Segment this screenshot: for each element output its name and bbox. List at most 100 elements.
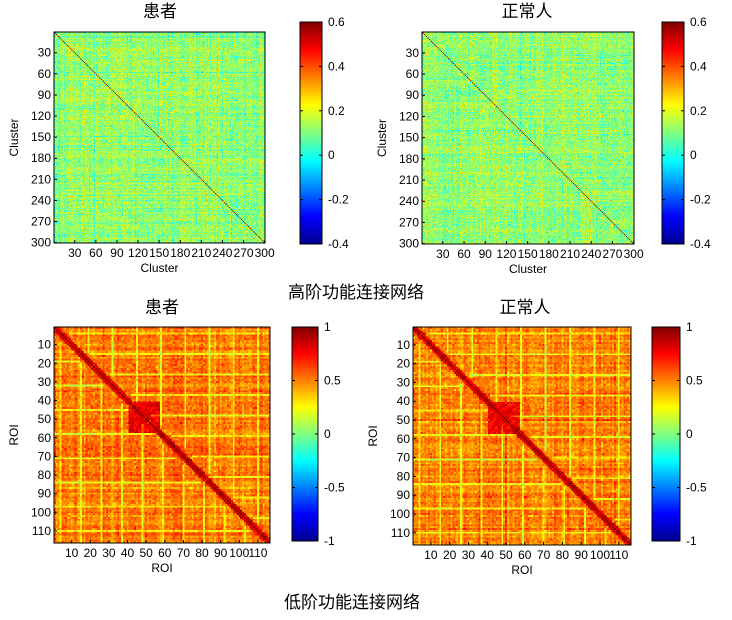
x-tick-label: 80 bbox=[556, 548, 570, 562]
colorbar-tick-label: -0.4 bbox=[328, 237, 349, 251]
section-caption-high-order: 高阶功能连接网络 bbox=[288, 283, 424, 303]
y-tick-label: 210 bbox=[399, 173, 419, 187]
x-tick-label: 60 bbox=[518, 548, 532, 562]
x-tick-label: 100 bbox=[229, 546, 249, 560]
colorbar-tick-label: 0.4 bbox=[690, 59, 707, 73]
x-tick-label: 270 bbox=[602, 247, 622, 261]
y-tick-label: 210 bbox=[31, 172, 51, 186]
x-tick-label: 30 bbox=[68, 246, 82, 260]
colorbar-tick-label: -1 bbox=[324, 534, 335, 548]
x-tick-label: 50 bbox=[139, 546, 153, 560]
x-tick-label: 110 bbox=[609, 548, 628, 562]
colorbar-tick-label: 1 bbox=[686, 320, 693, 334]
heatmap-cells bbox=[54, 32, 265, 243]
x-tick-label: 90 bbox=[575, 548, 589, 562]
y-tick-label: 90 bbox=[397, 488, 411, 502]
plot-frame bbox=[412, 326, 632, 546]
x-tick-label: 70 bbox=[537, 548, 551, 562]
x-tick-label: 20 bbox=[84, 546, 98, 560]
colorbar-tick-label: 0 bbox=[686, 427, 693, 441]
x-tick-label: 210 bbox=[191, 246, 211, 260]
x-tick-label: 30 bbox=[436, 247, 450, 261]
colorbar-tick-label: 0 bbox=[328, 148, 335, 162]
colorbar-tick-label: -0.4 bbox=[690, 237, 711, 251]
colorbar-tick-label: 0.6 bbox=[328, 15, 345, 29]
y-tick-label: 80 bbox=[397, 469, 411, 483]
colorbar-tick-label: -0.2 bbox=[690, 193, 711, 207]
y-tick-label: 100 bbox=[390, 507, 410, 521]
x-tick-label: 30 bbox=[102, 546, 116, 560]
y-tick-label: 270 bbox=[399, 215, 419, 229]
chart-title: 患者 bbox=[145, 298, 179, 318]
y-tick-label: 30 bbox=[397, 375, 411, 389]
x-tick-label: 180 bbox=[170, 246, 190, 260]
x-tick-label: 20 bbox=[443, 548, 457, 562]
heatmap-cells bbox=[54, 327, 270, 543]
x-tick-label: 90 bbox=[214, 546, 228, 560]
y-tick-label: 180 bbox=[31, 151, 51, 165]
y-tick-label: 50 bbox=[38, 412, 52, 426]
y-tick-label: 110 bbox=[32, 524, 51, 538]
x-tick-label: 150 bbox=[149, 246, 169, 260]
y-tick-label: 120 bbox=[399, 109, 419, 123]
y-tick-label: 40 bbox=[397, 394, 411, 408]
colorbar-tick-label: 0.5 bbox=[686, 374, 703, 388]
colorbar-tick-label: -0.5 bbox=[324, 481, 345, 495]
chart-title: 正常人 bbox=[502, 2, 553, 22]
x-tick-label: 10 bbox=[65, 546, 79, 560]
y-tick-label: 150 bbox=[31, 130, 51, 144]
y-tick-label: 60 bbox=[406, 67, 420, 81]
x-tick-label: 60 bbox=[89, 246, 103, 260]
y-tick-label: 50 bbox=[397, 413, 411, 427]
heatmap-cells bbox=[413, 327, 631, 545]
y-tick-label: 40 bbox=[38, 394, 52, 408]
y-tick-label: 20 bbox=[397, 357, 411, 371]
x-tick-label: 240 bbox=[212, 246, 232, 260]
y-tick-label: 10 bbox=[397, 338, 411, 352]
y-tick-label: 30 bbox=[38, 375, 52, 389]
colorbar-tick-label: 0.6 bbox=[690, 15, 707, 29]
colorbar bbox=[651, 326, 681, 542]
colorbar-tick-label: -0.5 bbox=[686, 481, 707, 495]
x-tick-label: 90 bbox=[110, 246, 124, 260]
y-tick-label: 60 bbox=[38, 67, 52, 81]
x-tick-label: 120 bbox=[496, 247, 516, 261]
x-axis-label: Cluster bbox=[140, 261, 178, 275]
colorbar bbox=[661, 21, 685, 245]
x-tick-label: 60 bbox=[158, 546, 172, 560]
x-axis-label: ROI bbox=[511, 563, 532, 577]
y-tick-label: 30 bbox=[38, 46, 52, 60]
colorbar-tick-label: 0 bbox=[690, 148, 697, 162]
x-tick-label: 10 bbox=[424, 548, 438, 562]
x-axis-label: ROI bbox=[151, 561, 172, 575]
y-tick-label: 60 bbox=[397, 432, 411, 446]
x-tick-label: 150 bbox=[518, 247, 538, 261]
y-tick-label: 240 bbox=[31, 193, 51, 207]
x-tick-label: 110 bbox=[248, 546, 267, 560]
x-tick-label: 80 bbox=[195, 546, 209, 560]
colorbar-tick-label: 0.2 bbox=[328, 104, 345, 118]
colorbar bbox=[291, 326, 319, 542]
y-axis-label: Cluster bbox=[375, 119, 389, 157]
section-caption-low-order: 低阶功能连接网络 bbox=[284, 593, 420, 613]
x-tick-label: 50 bbox=[499, 548, 513, 562]
colorbar-tick-label: -1 bbox=[686, 534, 697, 548]
y-tick-label: 10 bbox=[38, 338, 52, 352]
y-tick-label: 70 bbox=[38, 449, 52, 463]
y-tick-label: 20 bbox=[38, 356, 52, 370]
x-tick-label: 60 bbox=[457, 247, 471, 261]
x-tick-label: 90 bbox=[479, 247, 493, 261]
x-tick-label: 270 bbox=[234, 246, 254, 260]
chart-title: 患者 bbox=[143, 2, 177, 22]
x-tick-label: 300 bbox=[255, 246, 275, 260]
y-axis-label: ROI bbox=[7, 424, 21, 445]
x-tick-label: 40 bbox=[481, 548, 495, 562]
x-tick-label: 30 bbox=[462, 548, 476, 562]
colorbar bbox=[299, 21, 323, 245]
colorbar-tick-label: -0.2 bbox=[328, 193, 349, 207]
y-tick-label: 90 bbox=[406, 88, 420, 102]
